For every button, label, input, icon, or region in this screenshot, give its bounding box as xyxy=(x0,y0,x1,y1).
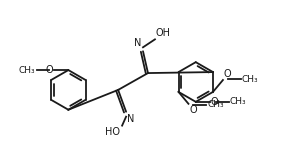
Text: OH: OH xyxy=(156,28,171,38)
Text: O: O xyxy=(190,105,197,115)
Text: CH₃: CH₃ xyxy=(207,100,224,109)
Text: N: N xyxy=(134,38,141,48)
Text: HO: HO xyxy=(105,127,120,137)
Text: O: O xyxy=(211,97,218,107)
Text: O: O xyxy=(46,65,54,75)
Text: O: O xyxy=(224,69,232,79)
Text: CH₃: CH₃ xyxy=(230,97,246,106)
Text: N: N xyxy=(127,114,134,124)
Text: CH₃: CH₃ xyxy=(242,75,258,84)
Text: CH₃: CH₃ xyxy=(19,66,35,75)
